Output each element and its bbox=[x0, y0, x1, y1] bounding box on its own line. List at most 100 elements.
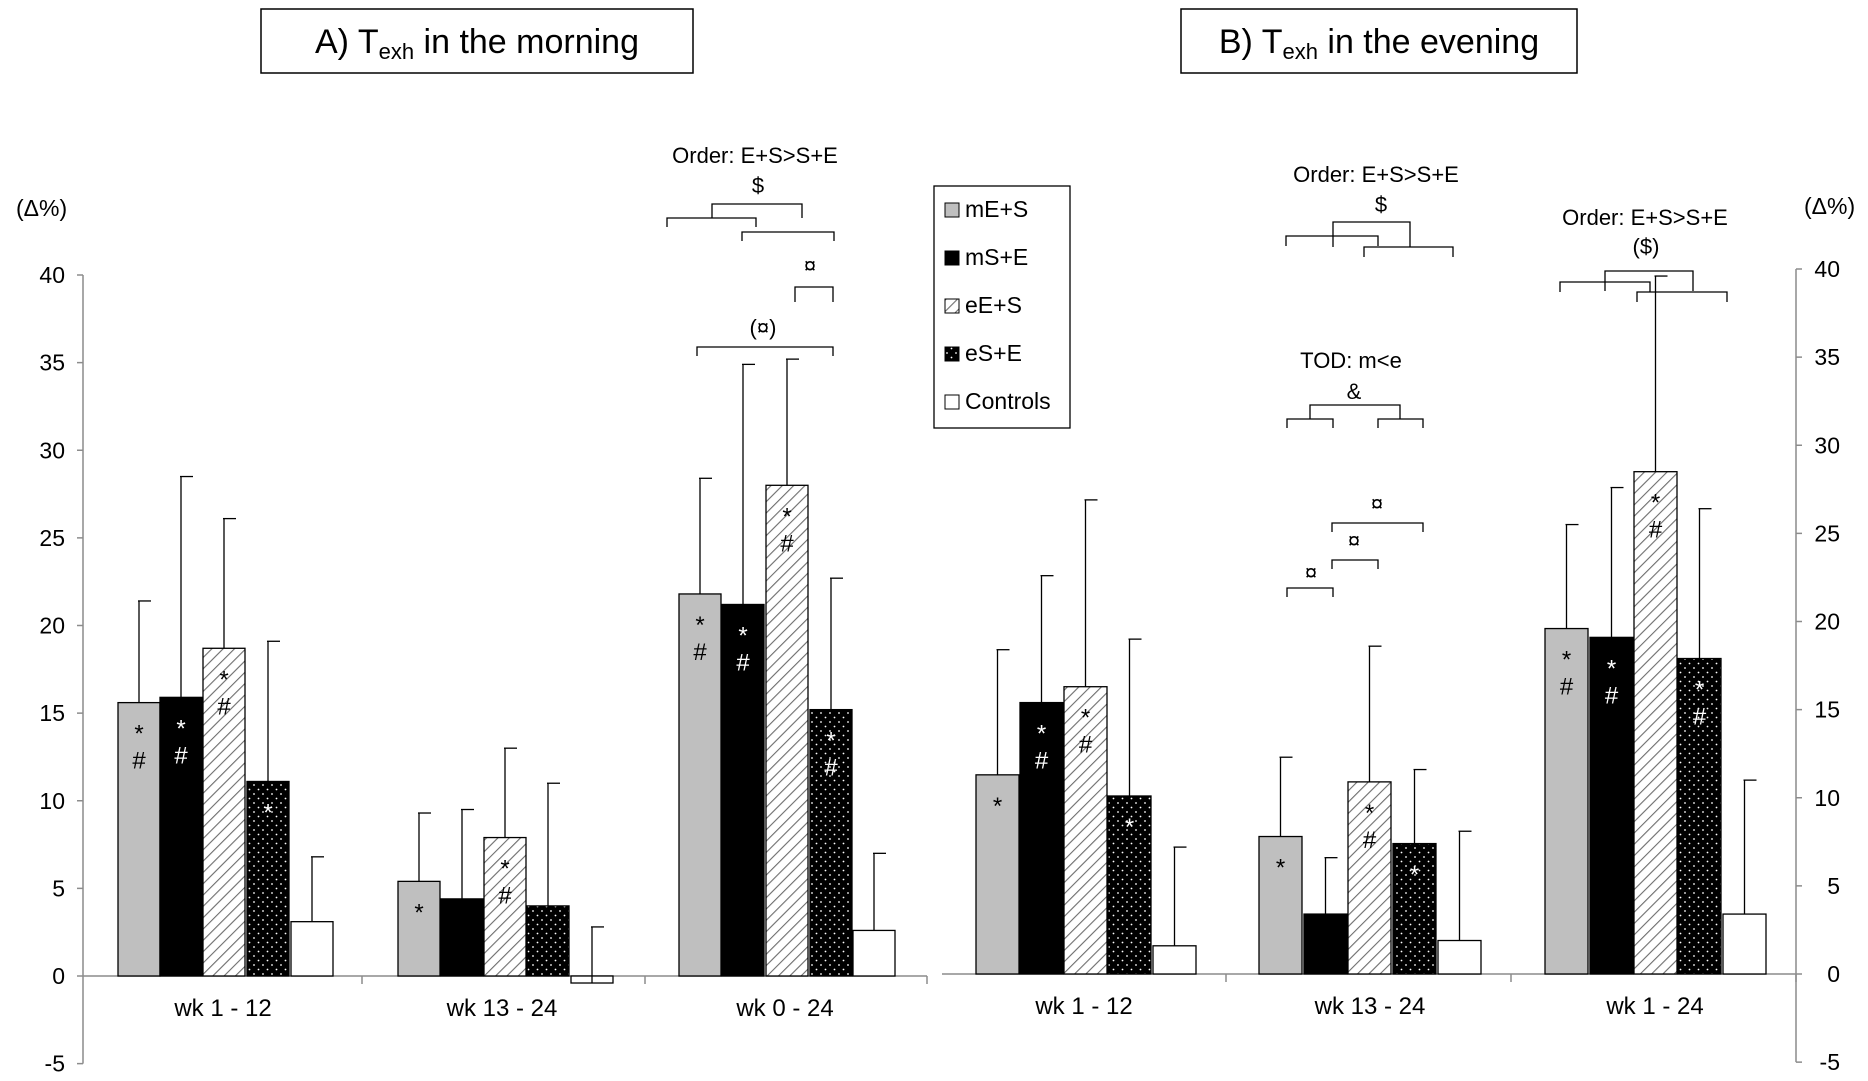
bracket-long bbox=[696, 346, 834, 356]
hash-mark: # bbox=[1605, 682, 1619, 709]
annotation-order-text-c: Order: E+S>S+E bbox=[1562, 205, 1728, 230]
y-tick-label-left: 25 bbox=[39, 525, 65, 551]
bracket-tod-right bbox=[1377, 418, 1424, 428]
y-axis-label-right: (Δ%) bbox=[1804, 193, 1855, 219]
chart-title-morning: A) Texh in the morning bbox=[315, 23, 639, 64]
y-axis-label-left: (Δ%) bbox=[16, 195, 67, 221]
svg-text:eE+S: eE+S bbox=[965, 292, 1022, 318]
star-mark: * bbox=[1037, 721, 1046, 748]
bracket-tick-b3 bbox=[1286, 587, 1334, 597]
y-tick-label-left: 0 bbox=[52, 963, 65, 989]
y-tick-label-right: -5 bbox=[1820, 1049, 1840, 1075]
bracket-order-right bbox=[741, 231, 835, 241]
star-mark: * bbox=[782, 503, 791, 530]
star-mark: * bbox=[695, 612, 704, 639]
hash-mark: # bbox=[780, 530, 794, 557]
annotation-paren-symbol: (¤) bbox=[750, 315, 777, 340]
bar-mS+E bbox=[1589, 636, 1634, 975]
bracket-order-right-b bbox=[1363, 246, 1454, 257]
bar-mS+E bbox=[1019, 701, 1064, 975]
legend: mE+S mS+E eE+S eS+E Controls bbox=[933, 185, 1071, 429]
bar-eS+E bbox=[1392, 842, 1437, 975]
bar-Controls bbox=[1722, 913, 1767, 975]
legend-item-mS-E: mS+E bbox=[944, 244, 1028, 270]
legend-item-mE-S: mE+S bbox=[944, 196, 1028, 222]
bar-eE+S bbox=[483, 836, 527, 977]
x-tick-label: wk 1 - 12 bbox=[1034, 993, 1132, 1020]
bar-mS+E bbox=[440, 898, 484, 977]
hash-mark: # bbox=[217, 693, 231, 720]
y-tick-label-left: -5 bbox=[45, 1051, 65, 1077]
bar-eE+S bbox=[1633, 471, 1678, 975]
star-mark: * bbox=[1125, 814, 1134, 841]
title-box-morning: A) Texh in the morning bbox=[260, 8, 694, 74]
star-mark: * bbox=[1607, 655, 1616, 682]
bar-eE+S bbox=[1347, 781, 1392, 975]
bar-Controls bbox=[290, 921, 334, 977]
legend-item-eS-E: eS+E bbox=[944, 340, 1022, 366]
bar-mS+E bbox=[159, 696, 203, 977]
annotation-order-symbol: $ bbox=[752, 173, 764, 198]
hash-mark: # bbox=[693, 639, 707, 666]
y-tick-label-right: 15 bbox=[1814, 697, 1840, 723]
svg-text:mS+E: mS+E bbox=[965, 244, 1028, 270]
hash-mark: # bbox=[1079, 732, 1093, 759]
star-mark: * bbox=[1276, 855, 1285, 882]
y-tick-label-right: 5 bbox=[1827, 873, 1840, 899]
star-mark: * bbox=[1410, 862, 1419, 889]
star-mark: * bbox=[1365, 800, 1374, 827]
bracket-tick-b1 bbox=[1331, 522, 1424, 532]
x-tick-label: wk 1 - 12 bbox=[173, 995, 271, 1022]
bar-Controls bbox=[852, 929, 896, 977]
x-tick-label: wk 13 - 24 bbox=[446, 995, 558, 1022]
x-tick-label: wk 1 - 24 bbox=[1605, 993, 1703, 1020]
star-mark: * bbox=[1081, 705, 1090, 732]
bar-mE+S bbox=[117, 701, 161, 977]
chart-title-evening: B) Texh in the evening bbox=[1219, 23, 1539, 64]
star-mark: * bbox=[176, 715, 185, 742]
annotation-tick-b3: ¤ bbox=[1305, 560, 1317, 585]
svg-text:Controls: Controls bbox=[965, 388, 1051, 414]
hash-mark: # bbox=[498, 883, 512, 910]
y-tick-label-right: 30 bbox=[1814, 432, 1840, 458]
bar-mE+S bbox=[397, 880, 441, 977]
bracket-order-right-c bbox=[1636, 291, 1728, 302]
x-tick-label: wk 0 - 24 bbox=[735, 995, 833, 1022]
bar-mS+E bbox=[1303, 913, 1348, 975]
bracket-order-left-b bbox=[1285, 235, 1379, 246]
bar-eE+S bbox=[1063, 686, 1108, 975]
plot-area: -5 0 5 10 15 20 25 30 35 40 wk 1 - 12 wk 13 - 24 wk … bbox=[39, 256, 1840, 1077]
star-mark: * bbox=[414, 899, 423, 926]
bar-mE+S bbox=[678, 593, 722, 977]
bar-Controls bbox=[1152, 945, 1197, 975]
bar-eS+E bbox=[1107, 795, 1152, 975]
hash-mark: # bbox=[1560, 674, 1574, 701]
annotation-tick-symbol: ¤ bbox=[804, 253, 816, 278]
bar-eE+S bbox=[765, 484, 809, 977]
bracket-order-left bbox=[666, 217, 757, 227]
bracket-tick-b2 bbox=[1331, 559, 1379, 569]
star-mark: * bbox=[1695, 677, 1704, 704]
star-mark: * bbox=[134, 721, 143, 748]
y-tick-label-right: 35 bbox=[1814, 344, 1840, 370]
bar-eS+E bbox=[809, 708, 853, 977]
star-mark: * bbox=[993, 793, 1002, 820]
hash-mark: # bbox=[1693, 704, 1707, 731]
y-tick-label-right: 40 bbox=[1814, 256, 1840, 282]
svg-text:eS+E: eS+E bbox=[965, 340, 1022, 366]
y-tick-label-right: 0 bbox=[1827, 961, 1840, 987]
annotation-tod-symbol: & bbox=[1347, 379, 1362, 404]
y-tick-label-left: 35 bbox=[39, 350, 65, 376]
annotation-tod-text: TOD: m<e bbox=[1300, 348, 1402, 373]
y-tick-label-right: 10 bbox=[1814, 785, 1840, 811]
annotation-tick-b1: ¤ bbox=[1371, 491, 1383, 516]
annotation-order-symbol-b: $ bbox=[1375, 192, 1387, 217]
hash-mark: # bbox=[1649, 517, 1663, 544]
y-tick-label-left: 10 bbox=[39, 788, 65, 814]
y-tick-label-left: 15 bbox=[39, 700, 65, 726]
bracket-order-top bbox=[711, 203, 803, 218]
y-tick-label-left: 30 bbox=[39, 437, 65, 463]
star-mark: * bbox=[500, 856, 509, 883]
y-tick-label-left: 40 bbox=[39, 262, 65, 288]
star-mark: * bbox=[263, 799, 272, 826]
